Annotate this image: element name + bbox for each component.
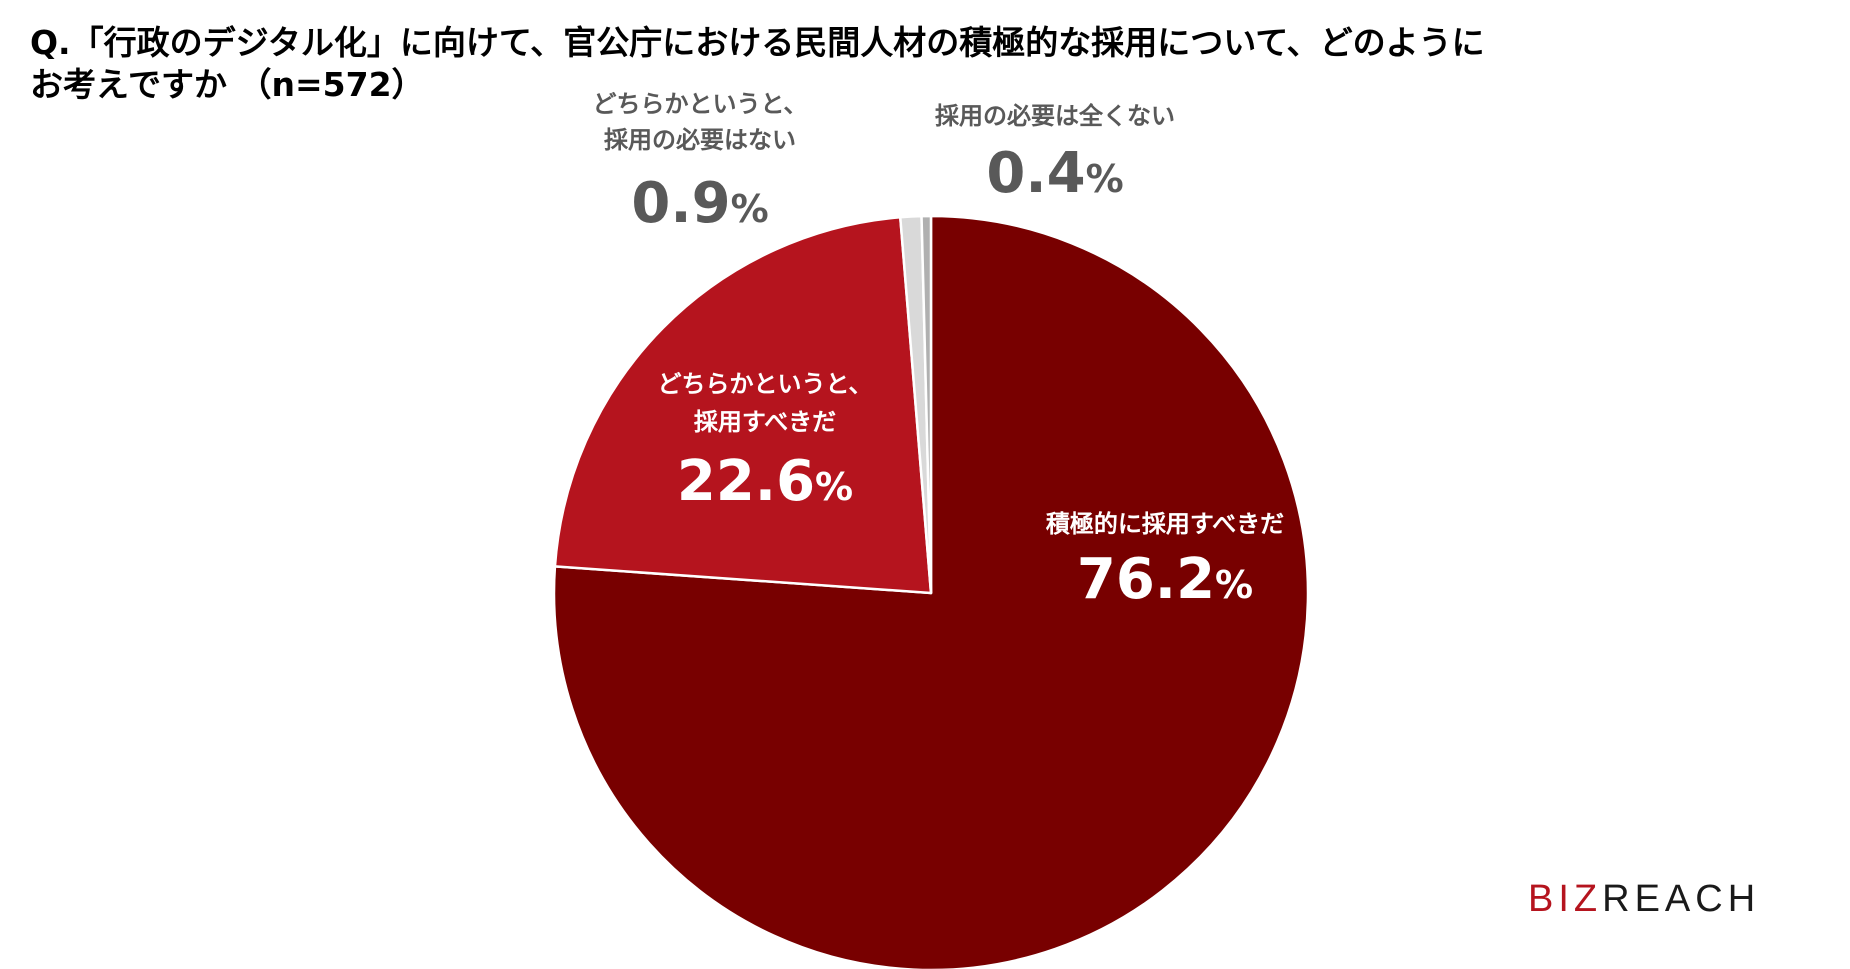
slice-value-4: 0.4% xyxy=(986,141,1123,206)
slice-label-2: どちらかというと、採用すべきだ 22.6% xyxy=(657,370,872,514)
slice-label-3-text-2: 採用の必要はない xyxy=(604,126,796,154)
slice-label-4-text-1: 採用の必要は全くない xyxy=(935,102,1175,130)
slice-label-1: 積極的に採用すべきだ 76.2% xyxy=(1046,510,1284,612)
pie-slices xyxy=(552,214,1310,969)
slice-label-1-text-1: 積極的に採用すべきだ xyxy=(1046,510,1284,538)
pie-labels: 積極的に採用すべきだ76.2%どちらかというと、採用すべきだ22.6%どちらかと… xyxy=(592,90,1284,612)
slice-label-3-text-1: どちらかというと、 xyxy=(592,90,807,118)
slice-value-3: 0.9% xyxy=(631,171,768,236)
chart-title-line-1: Q.「行政のデジタル化」に向けて、官公庁における民間人材の積極的な採用について、… xyxy=(30,23,1485,62)
logo-part-biz: BIZ xyxy=(1528,878,1603,920)
slice-value-1: 76.2% xyxy=(1077,547,1253,612)
slice-label-2-text-1: どちらかというと、 xyxy=(657,370,872,398)
logo-part-reach: REACH xyxy=(1602,878,1761,920)
bizreach-logo: BIZREACH xyxy=(1528,878,1760,921)
slice-label-2-text-2: 採用すべきだ xyxy=(694,408,836,436)
chart-title: Q.「行政のデジタル化」に向けて、官公庁における民間人材の積極的な採用について、… xyxy=(30,22,1810,106)
slice-label-4: 採用の必要は全くない 0.4% xyxy=(935,102,1175,206)
pie-slice-2 xyxy=(553,216,933,595)
pie-slice-4 xyxy=(920,214,933,595)
slice-value-2: 22.6% xyxy=(677,449,853,514)
slice-label-3: どちらかというと、採用の必要はない 0.9% xyxy=(592,90,807,236)
chart-title-line-2: お考えですか （n=572） xyxy=(30,65,425,104)
